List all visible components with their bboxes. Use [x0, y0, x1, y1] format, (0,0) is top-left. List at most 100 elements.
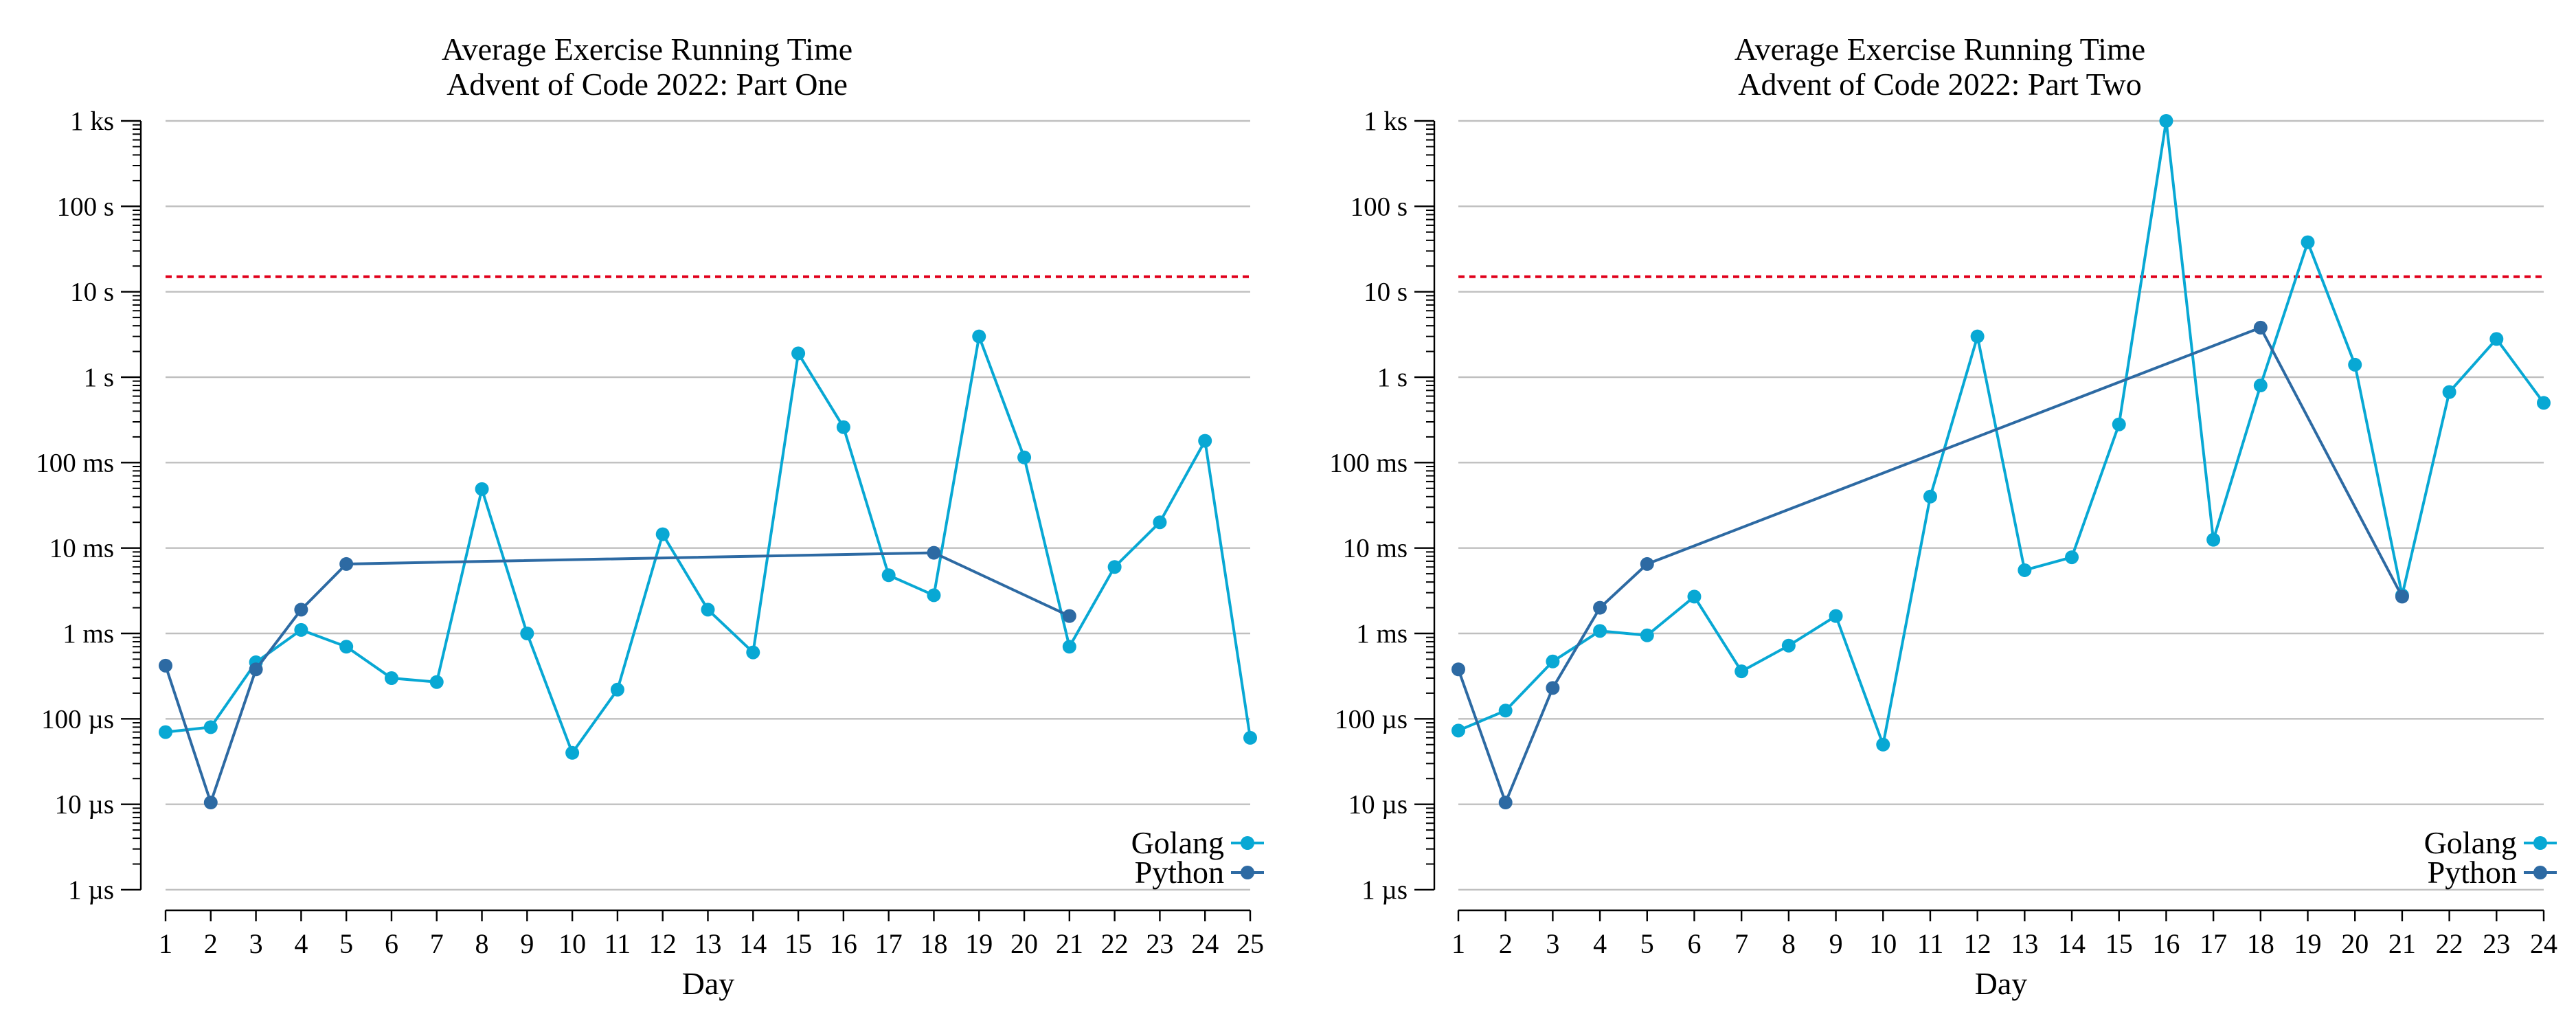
y-tick-label: 1 µs [68, 875, 114, 905]
data-point-golang [339, 640, 354, 654]
x-tick-label: 15 [784, 928, 812, 959]
x-tick-label: 2 [1499, 928, 1513, 959]
data-point-golang [1017, 450, 1032, 464]
data-point-golang [2065, 550, 2079, 565]
y-tick-label: 1 ks [1364, 106, 1408, 136]
data-point-golang [1640, 628, 1654, 642]
data-point-python [927, 546, 941, 560]
x-tick-label: 23 [1146, 928, 1173, 959]
x-tick-label: 18 [920, 928, 947, 959]
x-tick-label: 9 [1829, 928, 1843, 959]
chart-subtitle: Advent of Code 2022: Part One [447, 67, 848, 102]
series-golang [159, 329, 1257, 760]
data-point-golang [2348, 357, 2362, 372]
x-tick-label: 3 [249, 928, 263, 959]
x-tick-label: 21 [2388, 928, 2416, 959]
x-tick-label: 7 [430, 928, 444, 959]
x-tick-label: 18 [2247, 928, 2274, 959]
data-point-golang [2442, 385, 2456, 399]
data-point-python [249, 662, 263, 677]
x-tick-label: 19 [965, 928, 993, 959]
data-point-golang [1876, 737, 1890, 752]
data-point-golang [2206, 532, 2221, 547]
data-point-golang [565, 745, 580, 760]
y-tick-label: 100 s [57, 192, 114, 221]
data-point-golang [1829, 609, 1843, 623]
x-tick-label: 21 [1056, 928, 1083, 959]
x-tick-label: 13 [694, 928, 722, 959]
x-tick-label: 14 [2058, 928, 2086, 959]
data-point-golang [1198, 434, 1212, 448]
y-tick-label: 1 ms [63, 619, 114, 649]
x-tick-label: 1 [159, 928, 172, 959]
series-line-golang [1458, 120, 2545, 750]
data-point-golang [294, 622, 308, 637]
data-point-python [1546, 681, 1560, 695]
data-point-golang [655, 527, 670, 541]
data-point-python [294, 603, 308, 617]
data-point-golang [1107, 560, 1122, 574]
x-tick-label: 10 [558, 928, 586, 959]
series-line-python [1457, 326, 2404, 807]
x-tick-label: 4 [1593, 928, 1607, 959]
legend-label-python: Python [1135, 855, 1224, 890]
data-point-golang [836, 420, 850, 434]
y-tick-label: 1 s [1377, 363, 1408, 392]
data-point-golang [2112, 417, 2126, 431]
x-tick-label: 22 [2436, 928, 2463, 959]
x-tick-label: 7 [1735, 928, 1748, 959]
x-tick-label: 12 [1964, 928, 1991, 959]
data-point-golang [701, 603, 715, 617]
x-tick-label: 14 [739, 928, 767, 959]
data-point-golang [1062, 640, 1076, 654]
data-point-golang [791, 346, 806, 361]
y-tick-label: 10 ms [1343, 534, 1408, 563]
legend-marker-golang [1241, 836, 1254, 850]
data-point-golang [1153, 515, 1167, 530]
chart-title: Average Exercise Running Time [442, 32, 852, 67]
chart-panel-part-two: Average Exercise Running Time Advent of … [1329, 32, 2557, 1001]
data-point-golang [1781, 638, 1796, 653]
data-point-golang [927, 588, 941, 603]
y-tick-label: 100 ms [36, 448, 114, 477]
data-point-golang [1546, 654, 1560, 668]
data-point-python [1498, 796, 1513, 810]
y-tick-label: 100 µs [1335, 704, 1408, 734]
data-point-golang [610, 682, 624, 697]
legend-marker-python [1241, 866, 1254, 879]
x-tick-label: 19 [2294, 928, 2322, 959]
x-tick-label: 23 [2483, 928, 2510, 959]
data-point-golang [159, 725, 172, 739]
y-tick-label: 10 µs [55, 790, 114, 820]
y-tick-label: 100 s [1351, 192, 1408, 221]
x-tick-label: 6 [1687, 928, 1701, 959]
x-tick-label: 11 [605, 928, 631, 959]
data-point-golang [2159, 114, 2173, 128]
x-tick-label: 17 [875, 928, 903, 959]
data-point-python [2395, 589, 2409, 604]
data-point-golang [203, 720, 218, 734]
y-tick-label: 1 ks [70, 106, 114, 136]
data-point-golang [520, 627, 534, 640]
data-point-golang [475, 482, 489, 496]
legend-label-golang: Golang [2424, 825, 2517, 860]
y-tick-label: 100 ms [1329, 448, 1408, 477]
x-tick-label: 11 [1917, 928, 1944, 959]
x-tick-label: 2 [204, 928, 218, 959]
x-tick-label: 10 [1869, 928, 1897, 959]
data-point-python [2253, 320, 2268, 335]
data-point-python [159, 658, 172, 673]
data-point-golang [2537, 396, 2551, 410]
chart-title: Average Exercise Running Time [1735, 32, 2145, 67]
data-point-golang [2018, 563, 2032, 577]
data-point-golang [1243, 730, 1257, 745]
x-tick-label: 8 [475, 928, 489, 959]
chart-subtitle: Advent of Code 2022: Part Two [1738, 67, 2142, 102]
series-golang [1451, 114, 2551, 752]
data-point-golang [1593, 624, 1607, 638]
data-point-golang [1970, 329, 1985, 344]
data-point-golang [1687, 589, 1702, 604]
data-point-python [1062, 609, 1076, 623]
x-tick-label: 24 [1191, 928, 1219, 959]
